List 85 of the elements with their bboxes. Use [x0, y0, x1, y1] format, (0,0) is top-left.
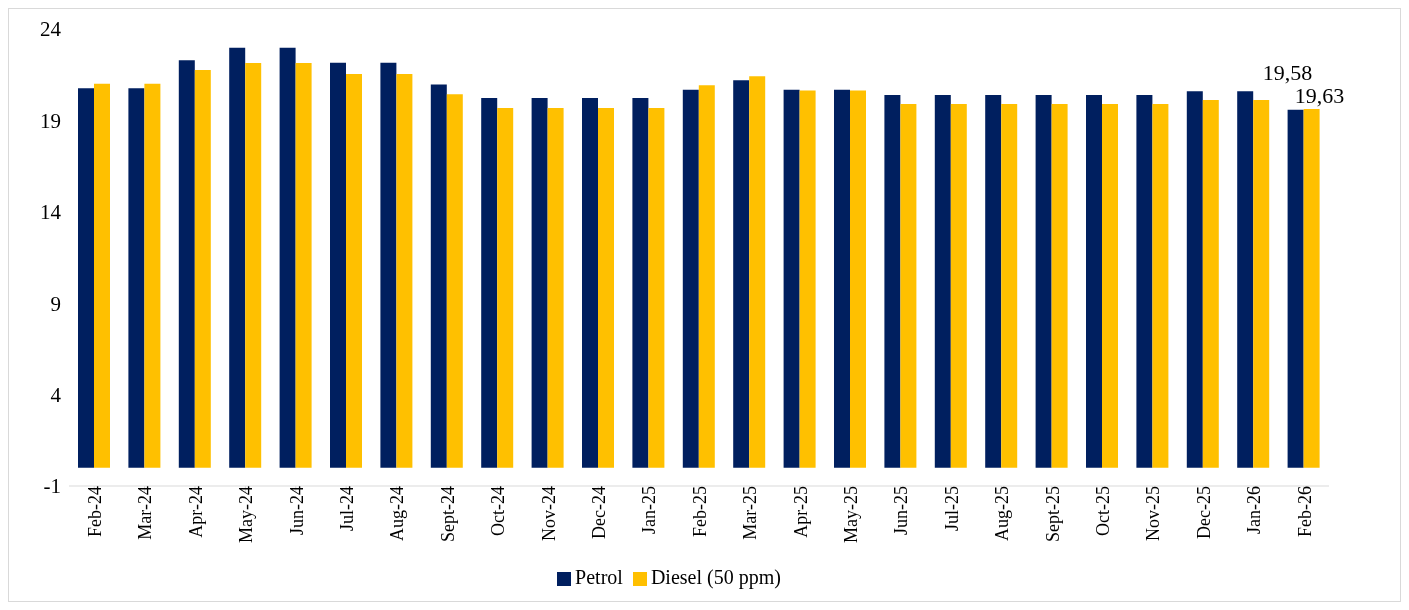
bar: [632, 98, 649, 468]
y-tick-label: -1: [43, 474, 61, 499]
bar: [1001, 103, 1018, 468]
bar: [582, 98, 598, 468]
bar: [346, 73, 362, 468]
bar: [78, 88, 94, 468]
bar: [698, 85, 715, 468]
y-tick-label: 19: [40, 108, 61, 133]
bar: [194, 69, 211, 468]
bar: [1152, 103, 1169, 468]
bar: [1237, 91, 1254, 468]
bar: [295, 63, 312, 468]
bar: [850, 90, 866, 468]
x-tick-label: Apr-25: [790, 486, 811, 538]
bar: [749, 76, 766, 468]
bar: [799, 90, 816, 468]
bar: [900, 103, 917, 468]
x-tick-label: Feb-24: [84, 486, 105, 537]
x-tick-label: Aug-24: [387, 486, 408, 541]
bar: [229, 47, 246, 468]
x-tick-label: Jun-25: [891, 486, 912, 535]
x-tick-label: Nov-25: [1143, 486, 1164, 541]
y-tick-label: 9: [50, 291, 61, 316]
x-tick-label: Dec-25: [1193, 486, 1214, 539]
bar: [330, 62, 346, 468]
bar: [1202, 99, 1219, 468]
x-tick-label: Oct-25: [1092, 486, 1113, 536]
bar: [934, 94, 951, 468]
x-tick-label: May-24: [236, 486, 257, 543]
data-label: 19,58: [1262, 59, 1313, 85]
y-tick-label: 14: [40, 200, 62, 225]
bar: [1051, 103, 1068, 468]
bar: [1086, 94, 1102, 468]
x-tick-label: Feb-26: [1294, 486, 1315, 537]
legend-label: Petrol: [575, 566, 623, 588]
bar: [1287, 109, 1304, 468]
x-tick-label: Jul-24: [336, 486, 357, 531]
bar: [1186, 91, 1203, 468]
x-tick-label: Jan-25: [639, 486, 660, 534]
legend-label: Diesel (50 ppm): [650, 566, 781, 588]
bar: [834, 89, 850, 468]
data-label: 19,63: [1294, 82, 1345, 108]
bar: [733, 80, 750, 468]
bar: [396, 73, 413, 468]
bar: [598, 107, 614, 468]
bar: [430, 84, 447, 468]
bar: [1136, 94, 1153, 468]
bar: [648, 107, 665, 468]
bar: [531, 98, 548, 468]
y-tick-label: 24: [40, 17, 62, 42]
bar: [682, 89, 699, 468]
x-tick-label: Aug-25: [992, 486, 1013, 541]
bar: [783, 89, 800, 468]
bar: [1303, 108, 1320, 468]
bar: [481, 98, 498, 468]
x-tick-label: Oct-24: [488, 486, 509, 536]
x-tick-label: Nov-24: [538, 486, 559, 541]
bar: [985, 94, 1002, 468]
bar: [1253, 99, 1270, 468]
x-tick-label: Jun-24: [286, 486, 307, 535]
bar: [128, 88, 145, 468]
bar: [1035, 94, 1052, 468]
x-tick-label: Sept-25: [1042, 486, 1063, 542]
bar: [279, 47, 296, 468]
y-tick-label: 4: [50, 383, 62, 408]
x-tick-label: Jan-26: [1244, 486, 1265, 534]
x-tick-label: Mar-24: [135, 486, 156, 540]
x-tick-label: Feb-25: [689, 486, 710, 537]
bar: [245, 63, 262, 468]
x-tick-label: Sept-24: [437, 486, 458, 542]
x-tick-label: Dec-24: [588, 486, 609, 539]
bar: [380, 62, 397, 468]
bar: [884, 94, 901, 468]
x-tick-label: Mar-25: [740, 486, 761, 540]
bar: [950, 103, 967, 468]
bar: [497, 107, 514, 468]
bar: [1102, 103, 1118, 468]
bar: [144, 83, 161, 468]
bar: [547, 107, 564, 468]
x-tick-label: Apr-24: [185, 486, 206, 538]
bar: [178, 60, 195, 468]
bar: [94, 83, 110, 468]
x-tick-label: Jul-25: [941, 486, 962, 531]
bar: [446, 94, 463, 468]
x-tick-label: May-25: [840, 486, 861, 543]
